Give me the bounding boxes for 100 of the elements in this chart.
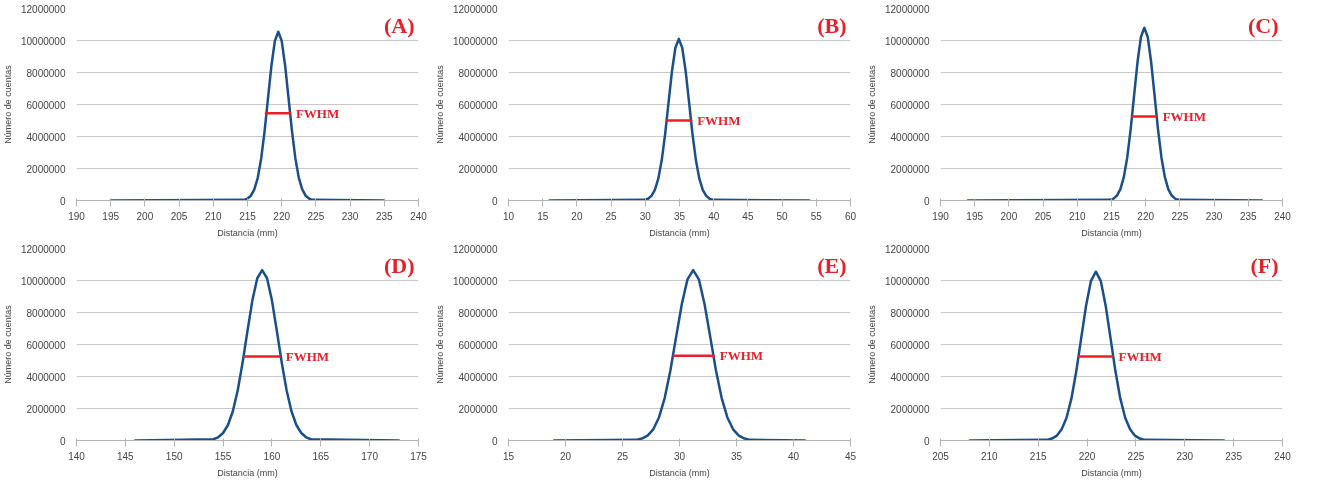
y-tick-label: 12000000 <box>21 243 66 255</box>
y-tick-label: 0 <box>491 195 498 207</box>
x-tick-label: 240 <box>410 210 428 222</box>
x-tick-label: 35 <box>730 450 743 462</box>
y-tick-label: 8000000 <box>458 67 498 79</box>
x-tick-label: 240 <box>1274 450 1292 462</box>
x-axis-title: Distancia (mm) <box>1081 227 1142 238</box>
series-label: FWHM <box>285 349 330 364</box>
series-label: FWHM <box>697 113 741 128</box>
y-tick-label: 6000000 <box>458 99 498 111</box>
y-tick-label: 0 <box>59 435 66 447</box>
x-tick-label: 195 <box>102 210 120 222</box>
x-tick-label: 45 <box>844 450 857 462</box>
y-tick-label: 6000000 <box>26 339 66 351</box>
x-tick-label: 40 <box>787 450 800 462</box>
y-tick-label: 2000000 <box>458 163 498 175</box>
x-tick-label: 175 <box>410 450 428 462</box>
x-tick-label: 200 <box>136 210 154 222</box>
y-tick-label: 10000000 <box>885 275 930 287</box>
x-tick-label: 10 <box>502 210 515 222</box>
x-tick-label: 20 <box>571 210 583 222</box>
y-tick-label: 4000000 <box>26 131 66 143</box>
y-tick-label: 0 <box>923 435 930 447</box>
x-tick-label: 225 <box>1171 210 1189 222</box>
y-axis-title: Número de cuentas <box>867 304 878 384</box>
y-tick-label: 2000000 <box>890 403 930 415</box>
y-tick-label: 8000000 <box>26 307 66 319</box>
y-tick-label: 6000000 <box>890 339 930 351</box>
x-tick-label: 235 <box>375 210 394 222</box>
x-tick-label: 195 <box>966 210 984 222</box>
x-tick-label: 225 <box>1127 450 1145 462</box>
x-tick-label: 230 <box>1205 210 1223 222</box>
y-tick-label: 8000000 <box>890 307 930 319</box>
x-tick-label: 200 <box>1000 210 1018 222</box>
x-tick-label: 190 <box>932 210 950 222</box>
x-tick-label: 140 <box>68 450 86 462</box>
y-tick-label: 12000000 <box>885 243 930 255</box>
y-tick-label: 10000000 <box>21 275 66 287</box>
y-tick-label: 6000000 <box>26 99 66 111</box>
y-tick-label: 12000000 <box>453 3 498 15</box>
x-tick-label: 230 <box>1176 450 1194 462</box>
chart-title: (E) <box>817 252 847 278</box>
y-tick-label: 2000000 <box>458 403 498 415</box>
y-tick-label: 12000000 <box>885 3 930 15</box>
x-tick-label: 215 <box>1029 450 1047 462</box>
x-tick-label: 210 <box>981 450 999 462</box>
y-tick-label: 4000000 <box>890 131 930 143</box>
y-tick-label: 8000000 <box>458 307 498 319</box>
x-tick-label: 205 <box>1034 210 1052 222</box>
y-axis-title: Número de cuentas <box>3 304 14 384</box>
series-label: FWHM <box>1118 349 1162 364</box>
x-axis-title: Distancia (mm) <box>217 227 278 238</box>
y-tick-label: 12000000 <box>453 243 498 255</box>
x-tick-label: 30 <box>639 210 652 222</box>
x-axis-title: Distancia (mm) <box>649 467 710 478</box>
x-tick-label: 205 <box>932 450 950 462</box>
y-tick-label: 0 <box>491 435 498 447</box>
x-tick-label: 15 <box>502 450 515 462</box>
x-tick-label: 40 <box>708 210 720 222</box>
y-tick-label: 8000000 <box>890 67 930 79</box>
x-tick-label: 155 <box>214 450 232 462</box>
x-tick-label: 225 <box>307 210 325 222</box>
y-tick-label: 12000000 <box>21 3 66 15</box>
x-tick-label: 215 <box>1103 210 1121 222</box>
x-tick-label: 220 <box>1137 210 1155 222</box>
x-tick-label: 210 <box>1068 210 1087 222</box>
series-label: FWHM <box>295 105 340 121</box>
x-tick-label: 190 <box>68 210 86 222</box>
y-tick-label: 10000000 <box>885 35 930 47</box>
x-tick-label: 15 <box>537 210 549 222</box>
y-tick-label: 2000000 <box>26 163 66 175</box>
x-tick-label: 215 <box>239 210 257 222</box>
y-axis-title: Número de cuentas <box>435 304 446 384</box>
x-tick-label: 170 <box>361 450 379 462</box>
x-axis-title: Distancia (mm) <box>217 467 278 478</box>
x-tick-label: 150 <box>165 450 183 462</box>
series-label: FWHM <box>1162 109 1206 124</box>
y-tick-label: 0 <box>923 195 930 207</box>
y-tick-label: 4000000 <box>890 371 930 383</box>
y-tick-label: 0 <box>59 195 66 207</box>
x-tick-label: 55 <box>810 210 823 222</box>
x-tick-label: 230 <box>341 210 359 222</box>
chart-title: (A) <box>383 12 415 38</box>
x-tick-label: 240 <box>1274 210 1292 222</box>
chart-title: (F) <box>1250 252 1279 278</box>
y-tick-label: 10000000 <box>453 275 498 287</box>
x-tick-label: 235 <box>1239 210 1258 222</box>
x-axis-title: Distancia (mm) <box>649 227 710 238</box>
x-tick-label: 220 <box>1078 450 1096 462</box>
x-tick-label: 25 <box>616 450 629 462</box>
x-tick-label: 25 <box>605 210 618 222</box>
y-axis-title: Número de cuentas <box>435 64 446 144</box>
y-tick-label: 10000000 <box>21 35 66 47</box>
y-tick-label: 10000000 <box>453 35 498 47</box>
y-axis-title: Número de cuentas <box>867 64 878 144</box>
y-axis-title: Número de cuentas <box>3 64 14 144</box>
series-label: FWHM <box>719 348 764 364</box>
x-tick-label: 45 <box>742 210 754 222</box>
x-tick-label: 220 <box>273 210 291 222</box>
x-tick-label: 30 <box>673 450 686 462</box>
